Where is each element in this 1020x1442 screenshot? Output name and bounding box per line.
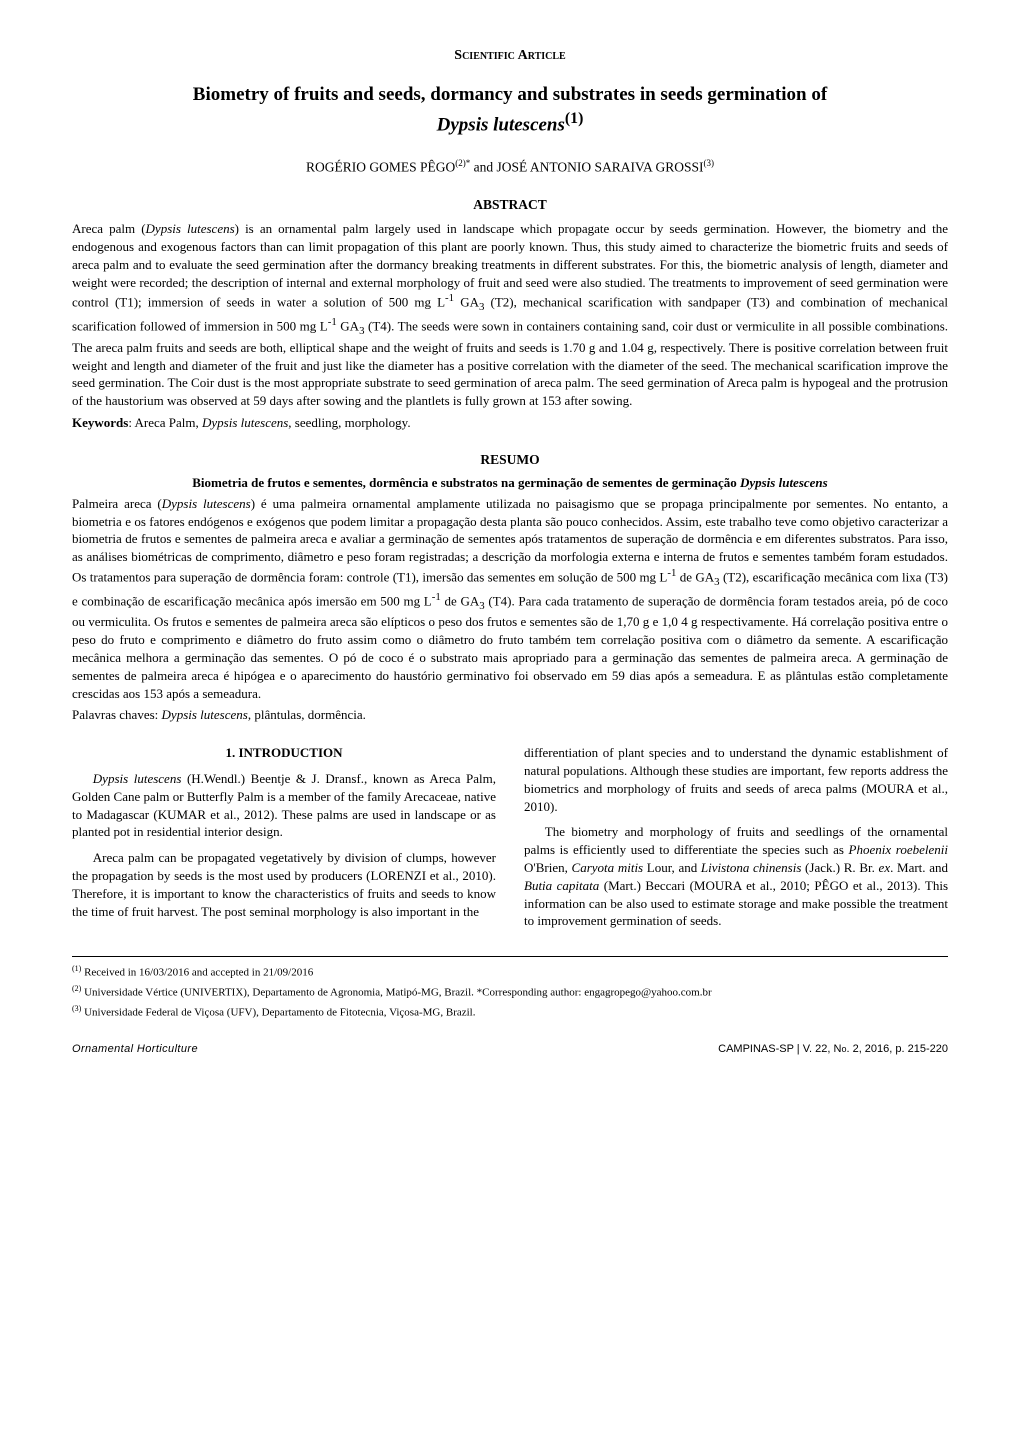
title-line-1: Biometry of fruits and seeds, dormancy a… <box>193 84 827 105</box>
resumo-subtitle: Biometria de frutos e sementes, dormênci… <box>72 475 948 491</box>
footer-citation: CAMPINAS-SP | V. 22, No. 2, 2016, p. 215… <box>718 1043 948 1055</box>
intro-p1: Dypsis lutescens (H.Wendl.) Beentje & J.… <box>72 770 496 841</box>
article-title: Biometry of fruits and seeds, dormancy a… <box>72 82 948 138</box>
intro-column-right: differentiation of plant species and to … <box>524 744 948 938</box>
page-footer: Ornamental Horticulture CAMPINAS-SP | V.… <box>72 1043 948 1055</box>
footnote-rule <box>72 956 948 957</box>
footnotes: (1) Received in 16/03/2016 and accepted … <box>72 963 948 1021</box>
intro-heading: 1. INTRODUCTION <box>72 744 496 762</box>
section-label: Scientific Article <box>72 48 948 64</box>
keywords-en-text: : Areca Palm, Dypsis lutescens, seedling… <box>128 415 410 430</box>
keywords-en-label: Keywords <box>72 415 128 430</box>
title-superscript: (1) <box>565 110 583 127</box>
intro-columns: 1. INTRODUCTION Dypsis lutescens (H.Wend… <box>72 744 948 938</box>
footer-journal-name: Ornamental Horticulture <box>72 1043 198 1055</box>
intro-p4: The biometry and morphology of fruits an… <box>524 823 948 930</box>
title-species: Dypsis lutescens <box>437 114 565 135</box>
abstract-text-en: Areca palm (Dypsis lutescens) is an orna… <box>72 220 948 410</box>
intro-p2: Areca palm can be propagated vegetativel… <box>72 849 496 920</box>
abstract-heading-en: ABSTRACT <box>72 197 948 213</box>
authors-line: ROGÉRIO GOMES PÊGO(2)* and JOSÉ ANTONIO … <box>72 158 948 176</box>
keywords-en: Keywords: Areca Palm, Dypsis lutescens, … <box>72 414 948 432</box>
footnote-2: (2) Universidade Vértice (UNIVERTIX), De… <box>72 983 948 1001</box>
abstract-heading-pt: RESUMO <box>72 452 948 468</box>
intro-column-left: 1. INTRODUCTION Dypsis lutescens (H.Wend… <box>72 744 496 938</box>
footnote-1: (1) Received in 16/03/2016 and accepted … <box>72 963 948 981</box>
footnote-3: (3) Universidade Federal de Viçosa (UFV)… <box>72 1003 948 1021</box>
abstract-text-pt: Palmeira areca (Dypsis lutescens) é uma … <box>72 495 948 703</box>
keywords-pt: Palavras chaves: Dypsis lutescens, plânt… <box>72 706 948 724</box>
intro-p3: differentiation of plant species and to … <box>524 744 948 815</box>
